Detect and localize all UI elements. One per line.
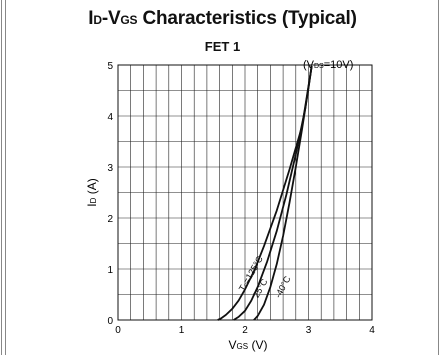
grid-layer [117,64,373,321]
x-tick-label: 4 [369,325,375,336]
condition-label: (VDS=10V) [303,59,353,71]
y-tick-label: 5 [107,61,113,72]
plot-border [117,64,373,321]
y-tick-label: 1 [107,265,113,276]
x-tick-label: 3 [306,325,312,336]
series-label-minus40c: -40°C [273,274,293,300]
y-tick-label: 2 [107,214,113,225]
x-tick-label: 2 [242,325,248,336]
series-curve [217,65,313,321]
left-border-line-inner [5,0,6,355]
right-border-line [438,0,439,355]
series-curve [253,65,313,321]
left-border-line [1,0,2,355]
series-curve [233,65,313,321]
x-axis-label: VGS (V) [229,338,268,352]
x-tick-label: 1 [179,325,185,336]
x-tick-label: 0 [115,325,121,336]
chart-subtitle: FET 1 [204,39,241,54]
chart-title: ID-VGS Characteristics (Typical) [88,8,357,29]
y-tick-label: 4 [107,112,113,123]
curves-layer [217,65,313,321]
y-axis-label: ID (A) [85,178,99,206]
y-tick-label: 3 [107,163,113,174]
y-tick-label: 0 [107,316,113,327]
